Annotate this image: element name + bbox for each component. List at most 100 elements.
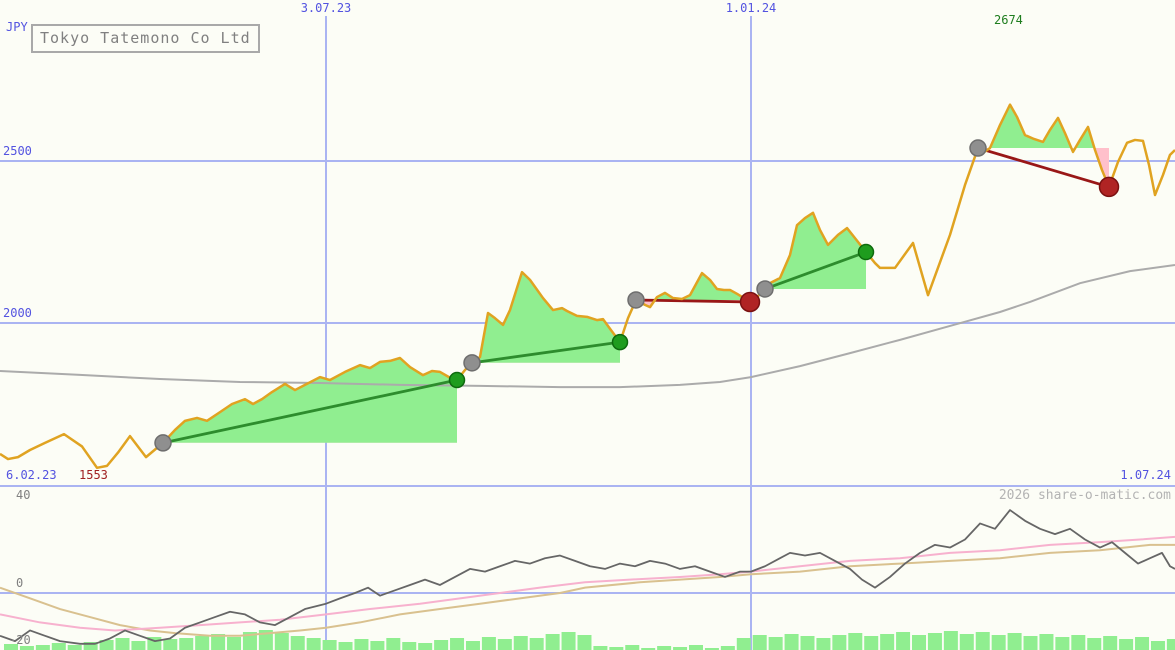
trend-line-2-gain — [471, 340, 621, 365]
segment-4-gain-fill — [765, 212, 866, 289]
volume-bar — [864, 636, 879, 650]
volume-bar — [561, 632, 576, 650]
volume-bar — [800, 636, 815, 650]
high-price-annotation: 2674 — [994, 13, 1023, 27]
volume-bar — [673, 647, 688, 650]
volume-bar — [816, 638, 831, 650]
volume-bar — [991, 635, 1006, 650]
volume-bar — [704, 648, 719, 650]
indicator-tick-40: 40 — [16, 488, 31, 502]
volume-bar — [609, 647, 624, 650]
volume-bar — [720, 646, 735, 650]
volume-bar — [211, 634, 226, 650]
exit-dot-5-loss — [1098, 176, 1120, 198]
volume-bar — [4, 644, 18, 650]
exit-dot-1-gain — [448, 371, 466, 389]
volume-bar — [434, 640, 449, 650]
entry-dot-5 — [969, 139, 987, 157]
volume-bar — [1150, 641, 1165, 650]
y-tick-2500: 2500 — [3, 144, 32, 158]
volume-bar — [513, 636, 528, 650]
volume-bar — [927, 633, 942, 650]
volume-bar — [1039, 634, 1054, 650]
exit-dot-4-gain — [857, 243, 875, 261]
x-axis-label-bottom-left: 6.02.23 — [6, 468, 57, 482]
instrument-title: Tokyo Tatemono Co Ltd — [31, 24, 260, 53]
currency-label: JPY — [6, 20, 28, 34]
volume-bar — [99, 640, 114, 650]
volume-bar — [418, 643, 433, 650]
volume-bar — [768, 637, 783, 650]
volume-bar — [545, 634, 560, 650]
x-axis-label-top-2: 1.01.24 — [725, 1, 777, 15]
volume-bar — [1055, 637, 1070, 650]
trend-line-5-loss — [977, 146, 1110, 189]
watermark: 2026 share-o-matic.com — [998, 488, 1171, 503]
volume-bar — [258, 630, 273, 650]
volume-bar — [1007, 633, 1022, 650]
volume-bar — [83, 642, 98, 650]
y-tick-2000: 2000 — [3, 306, 32, 320]
volume-bar — [848, 633, 863, 650]
x-axis-label-top-1: 3.07.23 — [300, 1, 352, 15]
entry-dot-3 — [627, 291, 645, 309]
volume-bar — [497, 639, 512, 650]
entry-dot-1 — [154, 434, 172, 452]
volume-bar — [912, 635, 927, 650]
volume-bar — [752, 635, 767, 650]
volume-bar — [35, 645, 50, 650]
volume-bar — [657, 646, 672, 650]
volume-bar — [577, 635, 592, 650]
volume-bar — [736, 638, 751, 650]
volume-bar — [227, 637, 242, 650]
volume-bar — [322, 640, 337, 650]
volume-bar — [115, 638, 130, 650]
volume-bar — [402, 642, 417, 650]
volume-bar — [1135, 637, 1150, 650]
volume-bar — [481, 637, 496, 650]
volume-bar — [896, 632, 911, 650]
volume-bar — [1166, 639, 1175, 650]
volume-bar — [242, 632, 257, 650]
volume-bar — [641, 648, 656, 650]
volume-bar — [975, 632, 990, 650]
low-price-annotation: 1553 — [79, 468, 108, 482]
x-axis-label-bottom-right: 1.07.24 — [1120, 468, 1171, 482]
volume-bar — [1087, 638, 1102, 650]
volume-bar — [338, 642, 353, 650]
entry-dot-2 — [463, 354, 481, 372]
volume-bar — [19, 646, 34, 650]
volume-bar — [306, 638, 321, 650]
volume-bar — [593, 646, 608, 650]
volume-bar — [163, 639, 178, 650]
volume-bar — [688, 645, 703, 650]
volume-bar — [465, 641, 480, 650]
volume-bar — [274, 633, 289, 650]
volume-bar — [290, 636, 305, 650]
volume-bar — [625, 645, 640, 650]
volume-bar — [880, 634, 895, 650]
volume-bar — [386, 638, 401, 650]
volume-bar — [832, 635, 847, 650]
indicator-fast-line — [0, 509, 1175, 645]
volume-bar — [51, 643, 66, 650]
volume-bar — [529, 638, 544, 650]
volume-bar — [1071, 635, 1086, 650]
exit-dot-2-gain — [611, 333, 629, 351]
entry-dot-4 — [756, 280, 774, 298]
volume-bar — [179, 638, 194, 650]
exit-dot-3-loss — [739, 291, 761, 313]
segment-2-loss-fill — [472, 362, 620, 363]
volume-bar — [450, 638, 465, 650]
volume-bar — [943, 631, 958, 650]
segment-1-gain-fill — [163, 357, 457, 443]
segment-2-gain-fill — [472, 272, 620, 363]
volume-bar — [959, 634, 974, 650]
indicator-signal-pink-line — [0, 535, 1175, 632]
trend-line-1-gain — [162, 378, 458, 445]
indicator-tick-0: 0 — [16, 576, 24, 590]
volume-bar — [67, 645, 82, 650]
volume-bar — [195, 636, 210, 650]
